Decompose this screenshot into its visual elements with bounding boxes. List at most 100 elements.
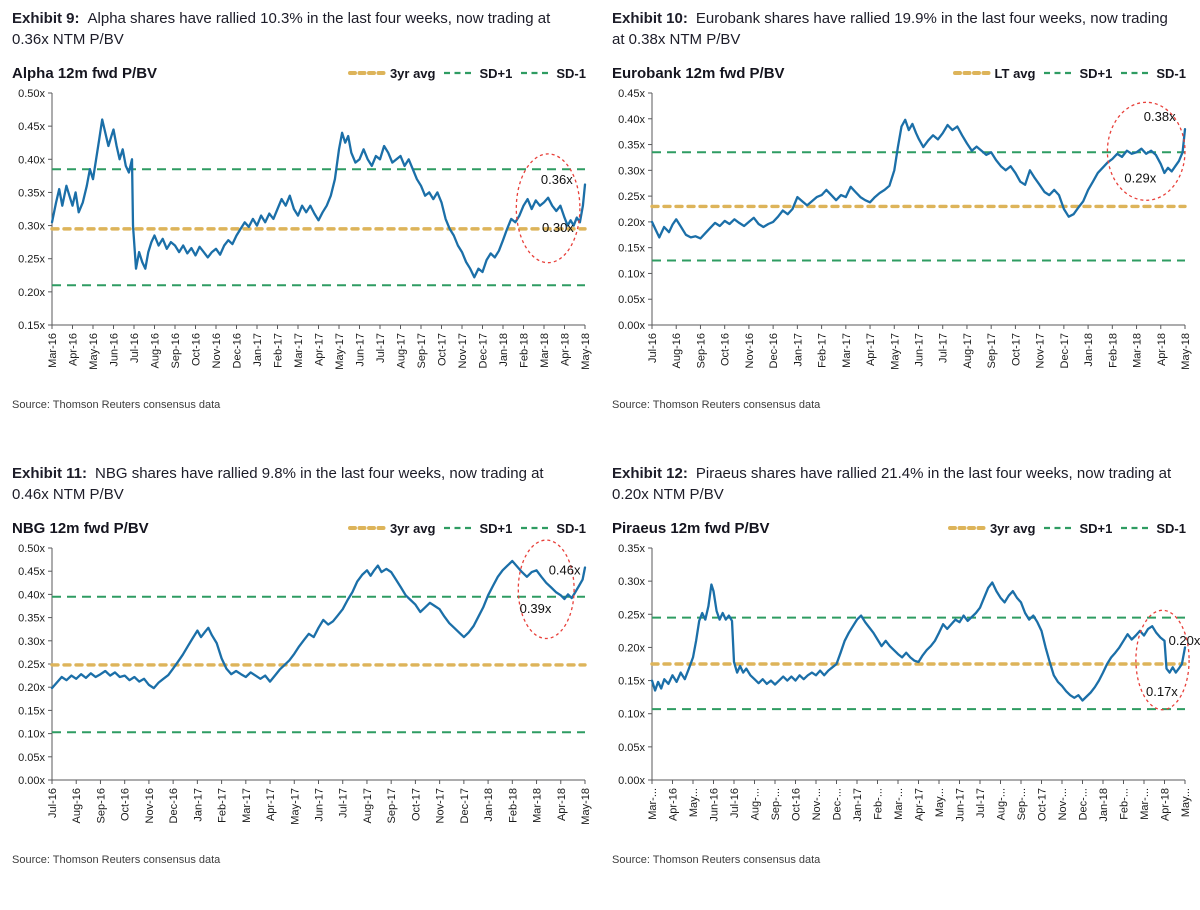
svg-text:Jan-18: Jan-18 (483, 788, 495, 822)
svg-text:0.17x: 0.17x (1146, 684, 1178, 699)
svg-text:0.05x: 0.05x (18, 752, 45, 764)
svg-text:0.00x: 0.00x (618, 320, 645, 332)
svg-text:0.15x: 0.15x (618, 676, 645, 688)
svg-text:Nov-17: Nov-17 (1035, 333, 1047, 368)
svg-text:Apr-17: Apr-17 (914, 788, 926, 821)
svg-text:May-17: May-17 (889, 333, 901, 370)
svg-text:Oct-17: Oct-17 (1010, 333, 1022, 366)
svg-text:Jun-16: Jun-16 (709, 788, 721, 822)
svg-text:May-17: May-17 (289, 788, 301, 825)
sd-plus-dash-icon (444, 71, 475, 75)
legend-item-avg: 3yr avg (347, 521, 435, 536)
svg-text:Feb-...: Feb-... (873, 788, 885, 820)
legend-item-sd-plus: SD+1 (1043, 521, 1112, 536)
svg-text:Jun-16: Jun-16 (109, 333, 121, 367)
source-note: Source: Thomson Reuters consensus data (12, 854, 221, 866)
svg-text:Nov-...: Nov-... (811, 788, 823, 820)
svg-text:Dec-16: Dec-16 (768, 333, 780, 368)
legend-item-sd-minus: SD-1 (1120, 66, 1186, 81)
legend-label: SD+1 (479, 520, 513, 536)
svg-text:0.25x: 0.25x (618, 609, 645, 621)
svg-text:Feb-18: Feb-18 (1107, 333, 1119, 368)
svg-text:Jan-18: Jan-18 (1083, 333, 1095, 367)
svg-text:Nov-16: Nov-16 (211, 333, 223, 368)
exhibit-text: Alpha shares have rallied 10.3% in the l… (12, 10, 551, 48)
avg-dash-icon (947, 526, 986, 530)
svg-text:0.30x: 0.30x (618, 576, 645, 588)
chart-eurobank-pbv: 0.00x 0.05x 0.10x 0.15x 0.20x 0.25x 0.30x 0.35x… (618, 88, 1192, 370)
svg-text:Aug-16: Aug-16 (71, 788, 83, 823)
svg-text:Sep-...: Sep-... (1016, 788, 1028, 820)
legend-label: SD+1 (1079, 520, 1113, 536)
legend-label: 3yr avg (989, 520, 1036, 536)
svg-text:Apr-18: Apr-18 (1160, 788, 1172, 821)
svg-text:0.05x: 0.05x (618, 742, 645, 754)
svg-text:Jul-16: Jul-16 (729, 788, 741, 818)
svg-text:Jan-17: Jan-17 (192, 788, 204, 822)
svg-text:Jul-17: Jul-17 (975, 788, 987, 818)
svg-text:0.05x: 0.05x (618, 294, 645, 306)
legend-label: SD-1 (556, 65, 586, 81)
sd-plus-dash-icon (1044, 71, 1075, 75)
panel-exhibit-9: Exhibit 9: Alpha shares have rallied 10.3… (0, 0, 600, 455)
exhibit-number: Exhibit 12: (612, 465, 688, 482)
panel-exhibit-12: Exhibit 12: Piraeus shares have rallied 2… (600, 455, 1200, 910)
svg-text:0.45x: 0.45x (618, 88, 645, 100)
svg-text:Mar-18: Mar-18 (539, 333, 551, 368)
svg-text:Apr-17: Apr-17 (314, 333, 326, 366)
svg-text:Jul-16: Jul-16 (129, 333, 141, 363)
exhibit-number: Exhibit 10: (612, 10, 688, 27)
svg-text:0.35x: 0.35x (618, 140, 645, 152)
svg-text:0.40x: 0.40x (618, 114, 645, 126)
svg-text:Aug-17: Aug-17 (962, 333, 974, 368)
svg-text:Apr-17: Apr-17 (265, 788, 277, 821)
svg-text:0.35x: 0.35x (18, 187, 45, 199)
svg-text:0.45x: 0.45x (18, 566, 45, 578)
sd-minus-dash-icon (521, 526, 552, 530)
svg-text:Mar-18: Mar-18 (532, 788, 544, 823)
svg-text:0.20x: 0.20x (1169, 633, 1200, 648)
svg-text:0.20x: 0.20x (18, 287, 45, 299)
legend-label: SD-1 (1156, 65, 1186, 81)
exhibit-heading: Exhibit 11: NBG shares have rallied 9.8% … (12, 463, 574, 507)
chart-legend: 3yr avg SD+1 SD-1 (347, 66, 586, 81)
chart-piraeus-pbv: 0.00x 0.05x 0.10x 0.15x 0.20x 0.25x 0.30x 0.35x… (618, 543, 1200, 822)
svg-text:0.36x: 0.36x (541, 172, 573, 187)
svg-text:Jan-17: Jan-17 (252, 333, 264, 367)
svg-text:0.30x: 0.30x (542, 220, 574, 235)
svg-text:0.10x: 0.10x (618, 709, 645, 721)
svg-text:0.40x: 0.40x (18, 589, 45, 601)
svg-text:0.15x: 0.15x (618, 243, 645, 255)
svg-text:Jun-17: Jun-17 (314, 788, 326, 822)
svg-text:Dec-17: Dec-17 (1059, 333, 1071, 368)
svg-text:Jul-16: Jul-16 (647, 333, 659, 363)
svg-text:May-18: May-18 (580, 333, 592, 370)
svg-text:Feb-17: Feb-17 (273, 333, 285, 368)
source-note: Source: Thomson Reuters consensus data (612, 854, 821, 866)
svg-text:0.25x: 0.25x (18, 659, 45, 671)
svg-text:Nov-17: Nov-17 (457, 333, 469, 368)
svg-text:Feb-18: Feb-18 (507, 788, 519, 823)
svg-text:0.39x: 0.39x (520, 601, 552, 616)
svg-text:0.20x: 0.20x (18, 682, 45, 694)
svg-text:May...: May... (934, 788, 946, 817)
exhibit-text: NBG shares have rallied 9.8% in the last… (12, 465, 544, 503)
svg-text:0.50x: 0.50x (18, 543, 45, 555)
svg-text:0.25x: 0.25x (18, 254, 45, 266)
chart-title: Piraeus 12m fwd P/BV (612, 519, 770, 537)
legend-item-sd-minus: SD-1 (520, 66, 586, 81)
chart-title: Eurobank 12m fwd P/BV (612, 64, 785, 82)
svg-text:May...: May... (1180, 788, 1192, 817)
svg-text:Oct-17: Oct-17 (1037, 788, 1049, 821)
legend-item-avg: 3yr avg (347, 66, 435, 81)
svg-text:Mar-...: Mar-... (647, 788, 659, 820)
svg-text:0.29x: 0.29x (1124, 171, 1156, 186)
svg-text:Dec-16: Dec-16 (232, 333, 244, 368)
svg-text:Jul-17: Jul-17 (938, 333, 950, 363)
svg-text:0.10x: 0.10x (618, 268, 645, 280)
svg-text:0.40x: 0.40x (18, 154, 45, 166)
svg-text:0.20x: 0.20x (618, 217, 645, 229)
svg-text:May-18: May-18 (1180, 333, 1192, 370)
svg-text:Mar-17: Mar-17 (241, 788, 253, 823)
exhibit-text: Piraeus shares have rallied 21.4% in the… (612, 465, 1172, 503)
